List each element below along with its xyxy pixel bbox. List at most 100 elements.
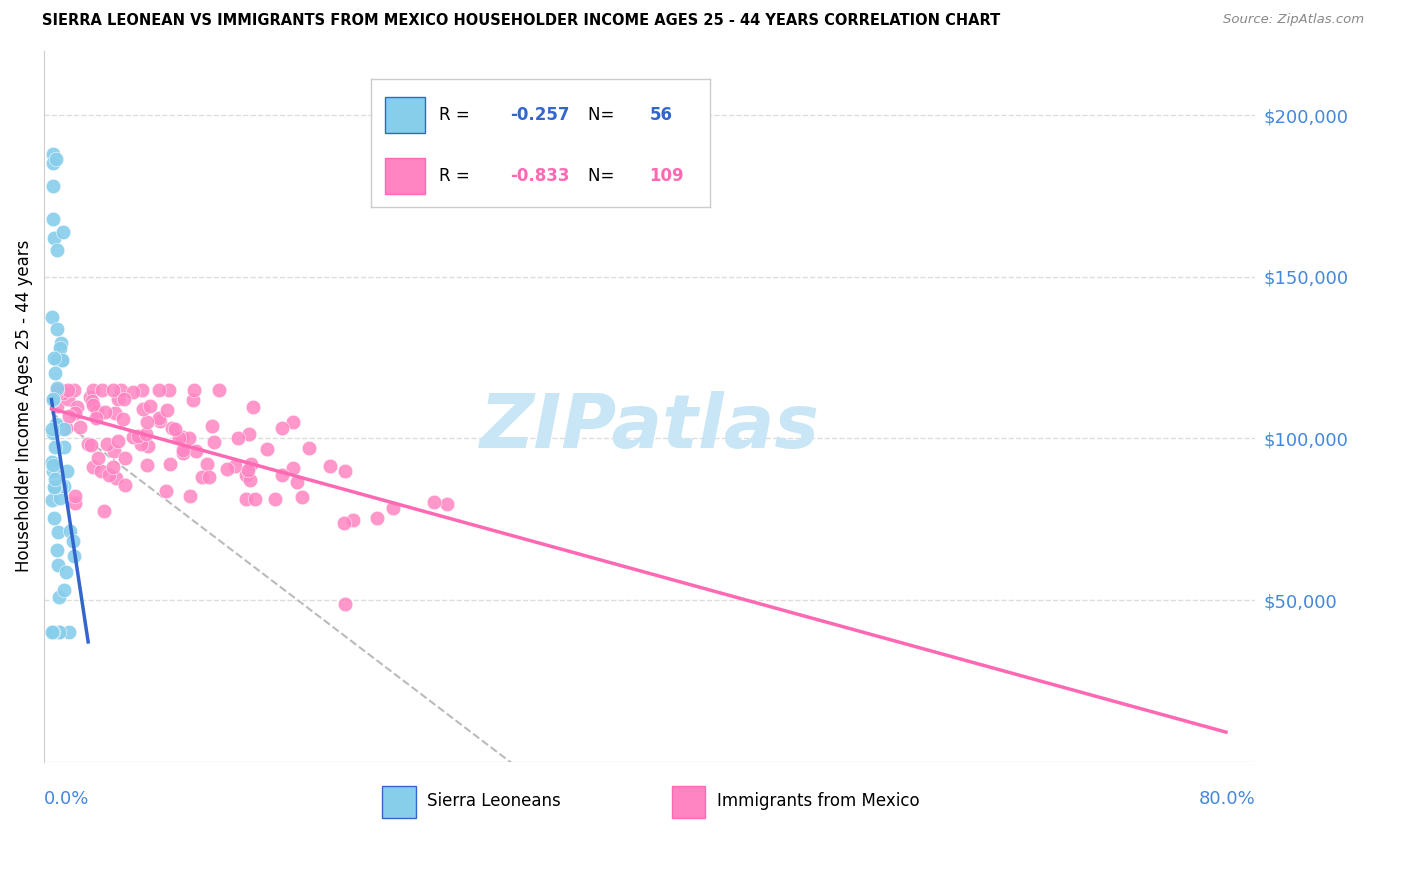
- Point: [84, 411, 107, 425]
- Point: [256, 442, 278, 457]
- Point: [48, 524, 70, 539]
- Point: [283, 415, 305, 429]
- Point: [53, 583, 76, 598]
- Point: [184, 444, 207, 458]
- Point: [44, 480, 66, 494]
- Point: [46, 384, 69, 399]
- Point: [44, 480, 66, 494]
- Point: [46, 399, 69, 413]
- Point: [58, 409, 80, 424]
- Point: [45, 353, 67, 368]
- Point: [49, 491, 72, 505]
- Point: [107, 392, 129, 407]
- Point: [59, 524, 82, 539]
- Y-axis label: Householder Income Ages 25 - 44 years: Householder Income Ages 25 - 44 years: [15, 240, 32, 573]
- Point: [103, 444, 125, 458]
- Point: [48, 625, 70, 640]
- Text: SIERRA LEONEAN VS IMMIGRANTS FROM MEXICO HOUSEHOLDER INCOME AGES 25 - 44 YEARS C: SIERRA LEONEAN VS IMMIGRANTS FROM MEXICO…: [42, 13, 1001, 29]
- Point: [41, 457, 63, 471]
- Point: [45, 152, 67, 166]
- Point: [52, 225, 75, 239]
- Point: [46, 558, 69, 572]
- Point: [114, 451, 136, 466]
- Point: [63, 549, 86, 563]
- Point: [98, 467, 121, 482]
- Point: [101, 459, 124, 474]
- Point: [281, 461, 304, 475]
- Point: [56, 383, 79, 397]
- Point: [201, 419, 224, 434]
- Point: [46, 383, 69, 397]
- Point: [381, 501, 404, 516]
- Point: [202, 434, 225, 449]
- Point: [191, 470, 214, 484]
- Point: [271, 467, 294, 482]
- Point: [177, 431, 200, 445]
- Point: [366, 511, 388, 525]
- Point: [127, 429, 149, 443]
- Point: [51, 353, 73, 368]
- Point: [80, 394, 103, 409]
- Point: [226, 431, 249, 445]
- Point: [42, 147, 65, 161]
- Point: [235, 468, 257, 483]
- Point: [183, 383, 205, 397]
- Point: [135, 427, 157, 442]
- Point: [55, 420, 77, 434]
- Point: [46, 383, 69, 397]
- Point: [122, 430, 145, 444]
- Point: [121, 385, 143, 400]
- Point: [139, 399, 162, 413]
- Point: [56, 392, 79, 406]
- Point: [181, 392, 204, 407]
- Point: [245, 492, 267, 507]
- Point: [52, 479, 75, 493]
- Point: [46, 418, 69, 433]
- Point: [66, 400, 89, 414]
- Point: [44, 440, 66, 454]
- Point: [69, 420, 91, 434]
- Point: [208, 383, 231, 397]
- Point: [136, 458, 159, 473]
- Point: [44, 351, 66, 366]
- Point: [41, 392, 63, 407]
- Point: [42, 231, 65, 245]
- Point: [49, 479, 72, 493]
- Text: Source: ZipAtlas.com: Source: ZipAtlas.com: [1223, 13, 1364, 27]
- Point: [333, 597, 356, 611]
- Point: [110, 383, 132, 397]
- Point: [103, 383, 125, 397]
- Text: ZIPatlas: ZIPatlas: [479, 391, 820, 464]
- Point: [44, 472, 66, 486]
- Point: [319, 458, 342, 473]
- Point: [149, 414, 172, 428]
- Point: [131, 383, 153, 397]
- Point: [80, 438, 103, 452]
- Point: [42, 425, 65, 440]
- Point: [136, 439, 159, 453]
- Point: [333, 464, 356, 478]
- Point: [148, 410, 170, 425]
- Point: [132, 401, 155, 416]
- Point: [45, 381, 67, 395]
- Point: [291, 490, 314, 504]
- Point: [264, 491, 287, 506]
- Point: [41, 392, 63, 406]
- Point: [135, 416, 157, 430]
- Point: [53, 422, 76, 436]
- Point: [160, 420, 183, 434]
- Point: [96, 437, 118, 451]
- Point: [111, 411, 134, 425]
- Point: [65, 489, 87, 503]
- Point: [104, 471, 127, 485]
- Point: [165, 422, 187, 436]
- Point: [436, 497, 458, 511]
- Point: [179, 490, 201, 504]
- Point: [169, 432, 191, 446]
- Point: [45, 417, 67, 431]
- Point: [82, 398, 104, 412]
- Point: [42, 625, 65, 640]
- Point: [45, 542, 67, 557]
- Point: [56, 465, 79, 479]
- Point: [129, 437, 152, 451]
